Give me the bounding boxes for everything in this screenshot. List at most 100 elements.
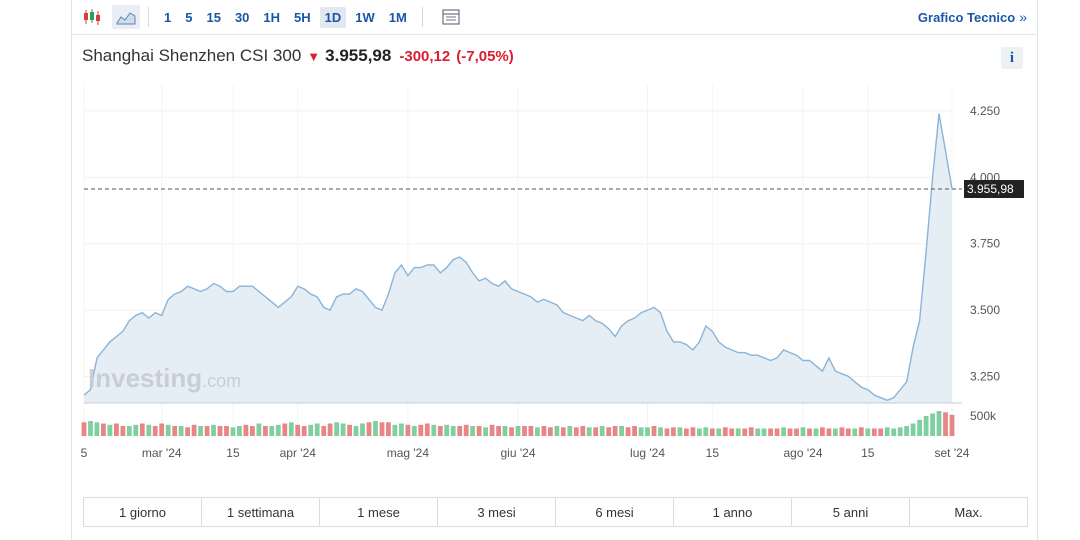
volume-bar <box>94 422 100 437</box>
volume-bar <box>275 424 281 437</box>
volume-bar <box>146 424 152 437</box>
volume-bar <box>515 426 521 436</box>
range-1-settimana[interactable]: 1 settimana <box>202 498 320 526</box>
technical-chart-link[interactable]: Grafico Tecnico» <box>918 9 1027 25</box>
timeframe-1d[interactable]: 1D <box>319 6 347 28</box>
volume-bar <box>314 423 320 436</box>
volume-bar <box>418 424 424 437</box>
toolbar-divider <box>421 7 423 27</box>
range-max[interactable]: Max. <box>954 504 983 520</box>
volume-bar <box>697 428 702 436</box>
volume-bar <box>191 424 197 437</box>
volume-bar <box>327 423 333 436</box>
double-chevron-right-icon: » <box>1019 9 1027 25</box>
down-arrow-icon: ▼ <box>307 49 321 64</box>
volume-bar <box>716 428 722 436</box>
instrument-header: Shanghai Shenzhen CSI 300 ▼ 3.955,98 -30… <box>82 46 514 66</box>
volume-bar <box>878 428 884 436</box>
toolbar-divider <box>148 7 149 27</box>
volume-bar <box>360 423 365 436</box>
volume-bar <box>664 428 670 436</box>
x-tick-label: 15 <box>226 446 240 460</box>
volume-bar <box>301 426 307 436</box>
volume-bar <box>528 426 534 436</box>
volume-bar <box>535 427 540 437</box>
volume-bar <box>638 427 644 437</box>
volume-bar <box>263 426 268 436</box>
volume-bar <box>904 426 909 436</box>
range-5-anni[interactable]: 5 anni <box>792 498 910 526</box>
area-chart-icon[interactable] <box>112 5 140 29</box>
price-change-percent: (-7,05%) <box>456 48 514 65</box>
volume-bar <box>625 427 631 437</box>
volume-bar <box>729 428 735 436</box>
volume-bar <box>476 426 482 436</box>
volume-bar <box>230 427 236 437</box>
volume-bar <box>405 424 411 437</box>
volume-bar <box>917 419 922 437</box>
volume-bar <box>612 426 618 436</box>
volume-bar <box>366 422 372 437</box>
range-1-anno[interactable]: 1 anno <box>674 498 792 526</box>
watermark-brand: Investing <box>88 363 202 393</box>
volume-bar <box>373 421 378 436</box>
volume-bar <box>431 424 437 437</box>
volume-bar <box>781 427 786 437</box>
volume-bar <box>800 427 806 437</box>
volume-bar <box>101 423 106 436</box>
volume-bar <box>923 416 929 436</box>
volume-bar <box>645 427 650 437</box>
range-3-mesi[interactable]: 3 mesi <box>438 498 556 526</box>
volume-bar <box>172 426 178 436</box>
volume-bar <box>152 426 158 436</box>
x-tick-label: 5 <box>81 446 88 460</box>
volume-bar <box>943 412 948 437</box>
timeframe-15[interactable]: 15 <box>206 9 221 25</box>
info-icon[interactable]: i <box>1001 47 1023 69</box>
timeframe-1[interactable]: 1 <box>164 9 172 25</box>
volume-bar <box>748 427 754 437</box>
timeframe-1h[interactable]: 1H <box>263 9 281 25</box>
range-selector: 1 giorno 1 settimana 1 mese 3 mesi 6 mesi 1 a… <box>83 497 1028 527</box>
volume-bar <box>399 423 404 436</box>
x-tick-label: 15 <box>861 446 875 460</box>
volume-bar <box>437 426 443 436</box>
timeframe-5h[interactable]: 5H <box>294 9 311 25</box>
x-tick-label: lug '24 <box>630 446 665 460</box>
volume-bar <box>709 428 715 436</box>
volume-bar <box>619 426 624 436</box>
volume-bar <box>81 422 87 437</box>
price-chart[interactable]: Investing.com 3.2503.5003.7504.0004.2503.… <box>72 75 1038 470</box>
investing-watermark: Investing.com <box>88 363 241 393</box>
volume-bar <box>690 427 696 437</box>
last-price-tag <box>964 179 1024 198</box>
volume-bar <box>386 422 391 437</box>
range-6-mesi[interactable]: 6 mesi <box>556 498 674 526</box>
volume-bar <box>930 413 935 436</box>
chart-settings-icon[interactable] <box>437 5 465 29</box>
timeframe-5[interactable]: 5 <box>185 9 193 25</box>
volume-bar <box>411 426 417 436</box>
timeframe-30[interactable]: 30 <box>234 9 250 25</box>
volume-bar <box>593 427 599 437</box>
volume-bar <box>658 427 663 437</box>
volume-bar <box>185 427 190 437</box>
volume-bar <box>126 426 132 436</box>
timeframe-1m[interactable]: 1M <box>388 9 407 25</box>
volume-axis-label: 500k <box>970 409 997 423</box>
range-1-giorno[interactable]: 1 giorno <box>84 498 202 526</box>
x-tick-label: set '24 <box>935 446 970 460</box>
volume-bar <box>522 426 527 436</box>
volume-bar <box>573 427 579 437</box>
range-1-mese[interactable]: 1 mese <box>320 498 438 526</box>
volume-bar <box>392 424 398 437</box>
volume-bar <box>560 427 566 437</box>
volume-bar <box>133 424 139 437</box>
candlestick-icon[interactable] <box>78 5 106 29</box>
volume-bar <box>684 428 689 436</box>
volume-bar <box>722 427 728 437</box>
volume-bar <box>599 426 605 436</box>
volume-bar <box>703 427 709 437</box>
volume-bar <box>224 426 229 436</box>
timeframe-1w[interactable]: 1W <box>355 9 375 25</box>
